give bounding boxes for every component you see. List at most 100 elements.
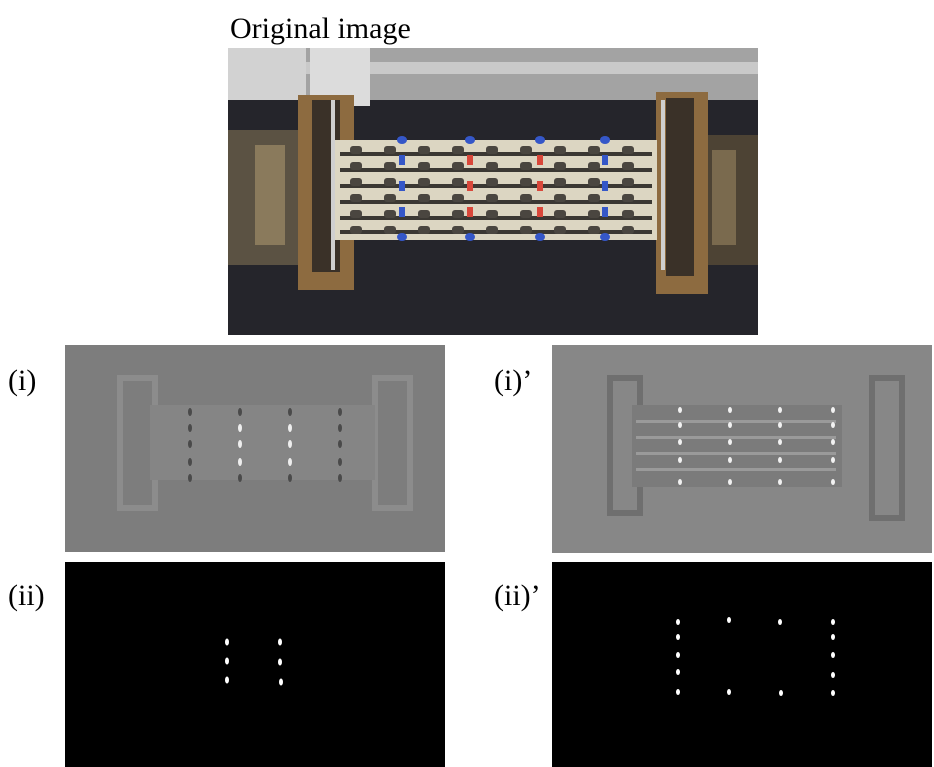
spot <box>831 457 835 463</box>
spot <box>727 689 731 695</box>
lattice-slot <box>486 210 498 218</box>
lattice-slot <box>588 178 600 186</box>
lattice-slot <box>418 210 430 218</box>
lattice-slot <box>622 194 634 202</box>
lattice-line <box>636 468 836 471</box>
spot <box>728 439 732 445</box>
spot <box>831 634 835 640</box>
lattice-slot <box>384 194 396 202</box>
marker <box>602 181 608 191</box>
spot <box>225 677 229 684</box>
spot <box>238 408 242 416</box>
spot <box>678 422 682 428</box>
spot <box>779 690 783 696</box>
marker <box>467 155 473 165</box>
figure-title: Original image <box>230 12 411 45</box>
frame-inner <box>666 98 694 276</box>
spot <box>831 422 835 428</box>
spot <box>678 407 682 413</box>
spot <box>288 424 292 432</box>
spot <box>778 619 782 625</box>
lattice-slot <box>554 194 566 202</box>
marker <box>399 155 405 165</box>
lattice-slot <box>588 194 600 202</box>
lattice-slot <box>622 210 634 218</box>
figure: Original image (i) (i)’ (ii) (ii)’ <box>0 0 934 767</box>
lattice-line <box>636 452 836 455</box>
spot <box>279 679 283 686</box>
spot <box>238 440 242 448</box>
spot <box>831 690 835 696</box>
lattice-slot <box>622 226 634 234</box>
spot <box>238 424 242 432</box>
lattice-line <box>636 420 836 423</box>
spot <box>728 457 732 463</box>
shadow-lattice <box>632 405 842 487</box>
spot <box>678 439 682 445</box>
lattice-slot <box>418 178 430 186</box>
spot <box>728 479 732 485</box>
lattice-slot <box>520 210 532 218</box>
marker <box>465 233 475 241</box>
marker <box>600 136 610 144</box>
lattice-slot <box>520 178 532 186</box>
lattice-slot <box>350 178 362 186</box>
lattice-slot <box>554 226 566 234</box>
spot <box>288 458 292 466</box>
spot <box>338 458 342 466</box>
lattice-slot <box>452 210 464 218</box>
spot <box>188 424 192 432</box>
spot <box>678 479 682 485</box>
spot <box>831 479 835 485</box>
spot <box>288 474 292 482</box>
lattice-slot <box>384 210 396 218</box>
marker <box>397 233 407 241</box>
lattice-slot <box>486 162 498 170</box>
lattice-slot <box>486 146 498 154</box>
lattice-slot <box>588 146 600 154</box>
marker <box>535 233 545 241</box>
lattice-slot <box>520 146 532 154</box>
spot <box>778 479 782 485</box>
spot <box>338 440 342 448</box>
spot <box>831 652 835 658</box>
panel-label: (i)’ <box>494 364 532 397</box>
lattice-slot <box>452 146 464 154</box>
spot <box>831 439 835 445</box>
images <box>65 48 932 767</box>
spot <box>278 639 282 646</box>
lattice-slot <box>418 162 430 170</box>
spot <box>338 408 342 416</box>
marker <box>600 233 610 241</box>
marker <box>397 136 407 144</box>
spot <box>778 422 782 428</box>
rod <box>661 100 665 270</box>
marker <box>399 181 405 191</box>
lattice-slot <box>622 162 634 170</box>
lattice-slot <box>554 162 566 170</box>
marker <box>467 181 473 191</box>
image-ii <box>65 562 445 767</box>
spot <box>676 652 680 658</box>
lattice-slot <box>622 178 634 186</box>
lattice-slot <box>486 194 498 202</box>
shaft-ring <box>712 150 736 245</box>
marker <box>537 207 543 217</box>
lattice-slot <box>588 226 600 234</box>
lattice-slot <box>350 226 362 234</box>
panel-label: (ii)’ <box>494 579 541 612</box>
lattice-slot <box>384 226 396 234</box>
spot <box>188 440 192 448</box>
lattice-slot <box>350 210 362 218</box>
lattice-slot <box>452 194 464 202</box>
spot <box>728 407 732 413</box>
lattice-slot <box>350 146 362 154</box>
marker <box>535 136 545 144</box>
shaft-ring <box>255 145 285 245</box>
spot <box>225 658 229 665</box>
marker <box>602 155 608 165</box>
lattice-slot <box>554 210 566 218</box>
lattice-slot <box>554 178 566 186</box>
lattice-slot <box>384 178 396 186</box>
spot <box>225 639 229 646</box>
